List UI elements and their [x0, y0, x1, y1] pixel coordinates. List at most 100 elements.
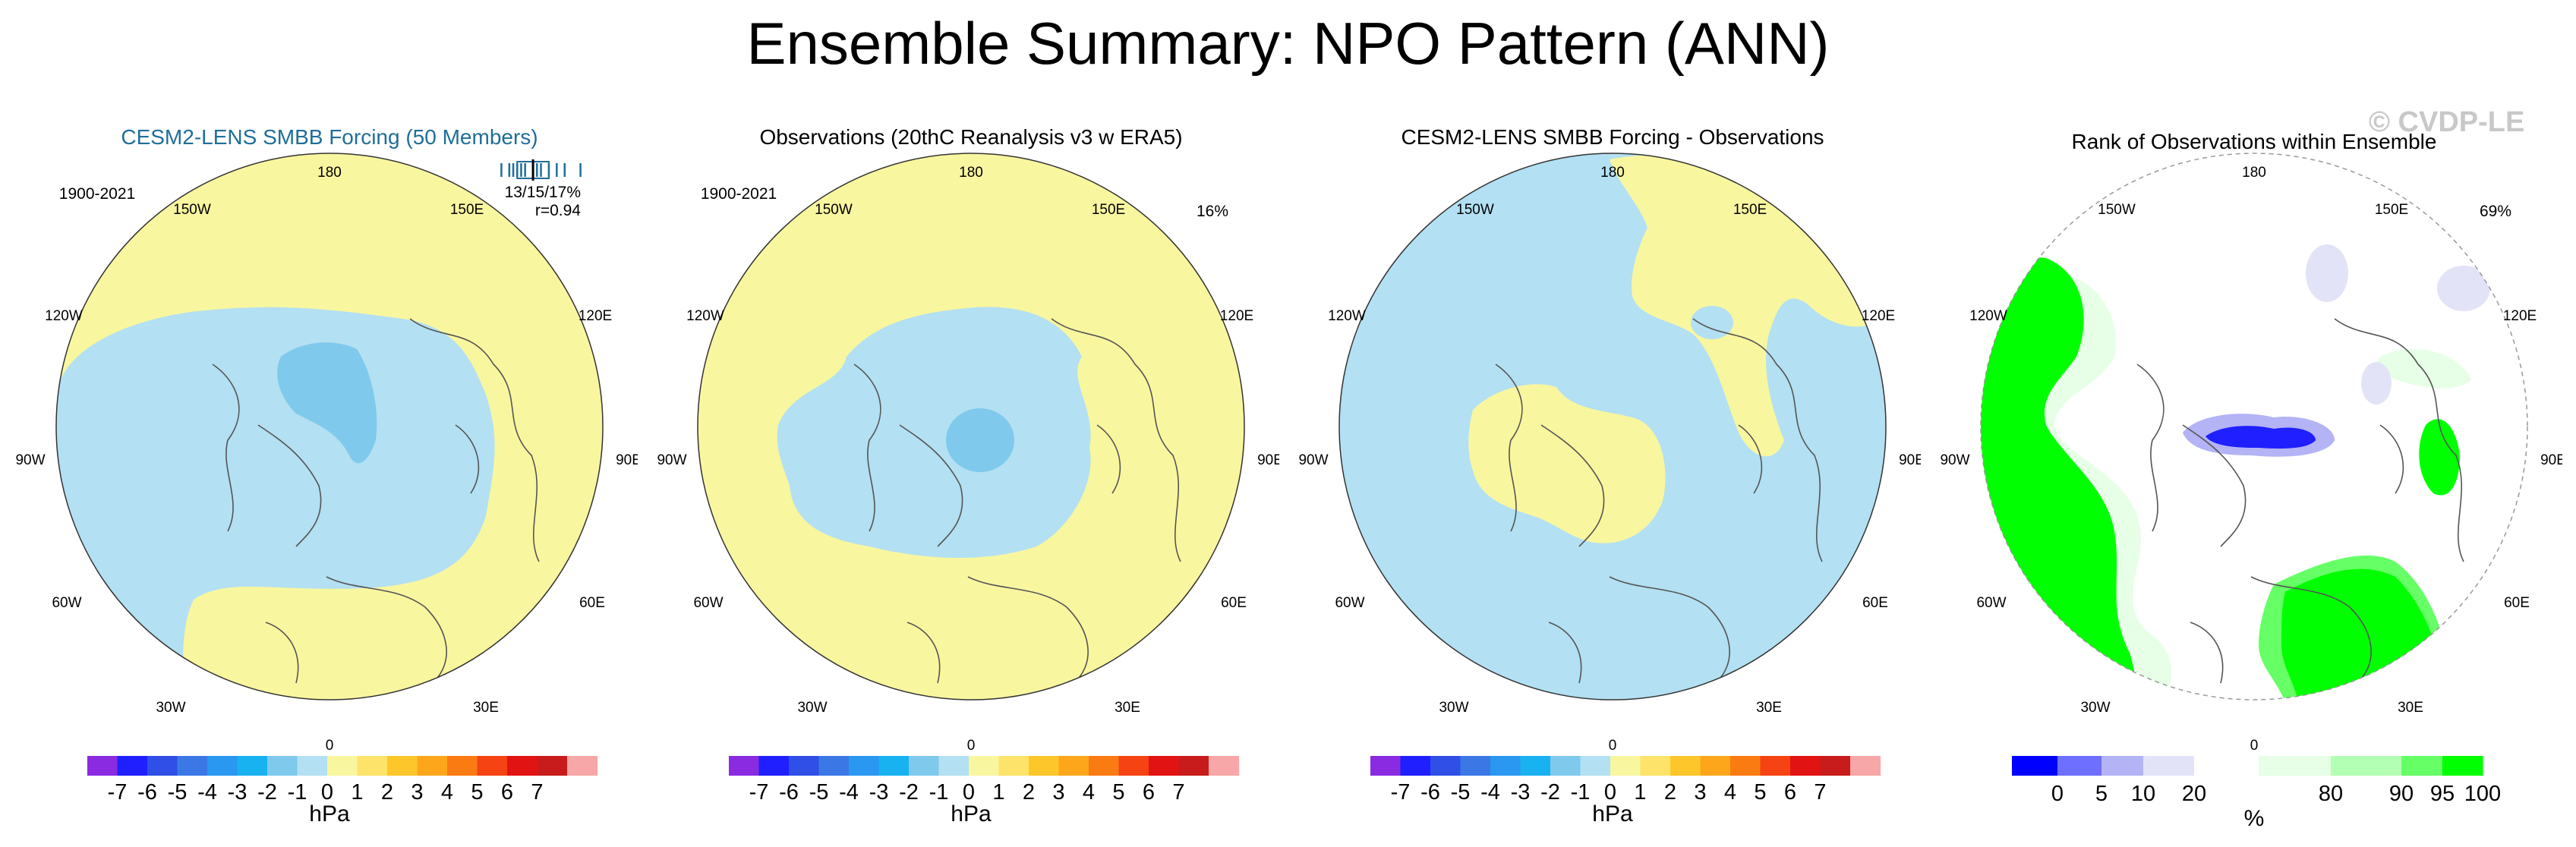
percent-label: 69% — [2480, 203, 2511, 220]
colorbar-tick-label: 6 — [1143, 780, 1155, 804]
period-label: 1900-2021 — [59, 185, 135, 203]
colorbar-tick-label: 0 — [2051, 782, 2064, 806]
positive-area-central — [1468, 384, 1666, 543]
colorbar-swatch — [207, 756, 238, 776]
colorbar-tick-label: 5 — [1112, 780, 1124, 804]
colorbar-tick-label: -5 — [1451, 780, 1471, 804]
map-boundary — [1980, 153, 2528, 701]
lon-label: 120E — [1220, 308, 1253, 324]
colorbar-unit: % — [2244, 806, 2265, 831]
figure-title: Ensemble Summary: NPO Pattern (ANN) — [746, 10, 1830, 77]
colorbar-swatch — [1490, 756, 1521, 776]
colorbar-tick-label: -1 — [288, 780, 307, 804]
colorbar-tick-label: 4 — [441, 780, 453, 804]
negative-core — [946, 408, 1014, 472]
colorbar-tick-label: 5 — [471, 780, 483, 804]
colorbar-swatch — [1149, 756, 1180, 776]
watermark: © CVDP-LE — [2369, 106, 2525, 138]
lon-label: 150E — [2375, 202, 2408, 218]
lon-label: 60E — [2504, 595, 2530, 611]
colorbar-swatch — [417, 756, 448, 776]
colorbar-swatch — [1430, 756, 1461, 776]
map-observations-svg: Observations (20thC Reanalysis v3 w ERA5… — [657, 125, 1279, 827]
lon-label: 150W — [2098, 202, 2136, 218]
period-label: 1900-2021 — [701, 185, 777, 203]
colorbar-unit: hPa — [951, 801, 992, 827]
colorbar-swatch — [849, 756, 880, 776]
percent-label: 16% — [1197, 203, 1228, 220]
colorbar-swatch — [507, 756, 538, 776]
colorbar-tick-label: -4 — [197, 780, 217, 804]
colorbar-swatch — [537, 756, 568, 776]
colorbar-swatch — [447, 756, 478, 776]
rank-0-central — [2206, 426, 2316, 449]
rank-100-east — [2419, 419, 2460, 496]
lon-label: 120W — [686, 308, 724, 324]
panel-model: CESM2-LENS SMBB Forcing (50 Members) 190… — [0, 0, 638, 847]
colorbar-swatch — [2401, 756, 2443, 776]
colorbar-swatch — [357, 756, 388, 776]
map-boundary — [1338, 153, 1887, 701]
colorbar-swatch — [2057, 756, 2102, 776]
lon-label: 0 — [326, 738, 334, 754]
colorbar-tick-label: -3 — [228, 780, 248, 804]
colorbar-tick-label: 2 — [1664, 780, 1676, 804]
colorbar-swatch — [1760, 756, 1791, 776]
rank-20-north — [2306, 244, 2348, 302]
ensemble-strip — [500, 159, 582, 181]
colorbar: 0 5 10 20 80 90 95 100 — [2012, 756, 2501, 806]
colorbar-swatch — [909, 756, 940, 776]
lon-label: 120E — [579, 308, 612, 324]
colorbar-swatch — [1089, 756, 1120, 776]
lon-labels: 180 150W 150E 120W 120E 90W 90E 60W 60E … — [1298, 165, 1921, 754]
colorbar-swatch — [2143, 756, 2195, 776]
colorbar-swatch — [1670, 756, 1701, 776]
colorbar-tick-label: -4 — [839, 780, 859, 804]
colorbar-unit: hPa — [1592, 801, 1633, 827]
rank-20-east — [2361, 362, 2392, 405]
colorbar-tick-label: -2 — [899, 780, 919, 804]
colorbar-swatch — [117, 756, 148, 776]
panel-title: Observations (20thC Reanalysis v3 w ERA5… — [759, 125, 1182, 149]
colorbar-tick-label: -6 — [779, 780, 799, 804]
lon-label: 30E — [1756, 700, 1782, 716]
lon-label: 90W — [657, 452, 686, 468]
map-fill — [1339, 153, 1886, 700]
colorbar-tick-label: 6 — [1784, 780, 1796, 804]
lon-label: 150E — [1092, 202, 1125, 218]
colorbar-swatch — [998, 756, 1029, 776]
colorbar-tick-label: 4 — [1724, 780, 1736, 804]
colorbar-tick-label: 3 — [1052, 780, 1064, 804]
negative-core — [277, 342, 377, 464]
correlation-label: r=0.94 — [535, 202, 581, 219]
colorbar: -7 -6 -5 -4 -3 -2 -1 0 1 2 3 4 5 6 7 — [1370, 756, 1881, 804]
lon-label: 60W — [1335, 595, 1364, 611]
lon-label: 90E — [1899, 452, 1921, 468]
lon-label: 90E — [2540, 452, 2562, 468]
lon-label: 180 — [317, 165, 342, 181]
lon-label: 150W — [1456, 202, 1494, 218]
coastlines — [853, 318, 1181, 700]
colorbar-swatch — [1580, 756, 1611, 776]
lon-label: 30W — [156, 700, 185, 716]
lon-label: 60W — [52, 595, 81, 611]
colorbar-tick-label: 100 — [2464, 782, 2501, 806]
colorbar-swatch — [1400, 756, 1431, 776]
colorbar-swatch — [1460, 756, 1491, 776]
colorbar-tick-label: 3 — [411, 780, 423, 804]
lon-labels: 180 150W 150E 120W 120E 90W 90E 60W 60E … — [657, 165, 1279, 754]
map-fill — [698, 153, 1244, 700]
colorbar-tick-label: 2 — [381, 780, 393, 804]
lon-label: 120E — [1862, 308, 1895, 324]
colorbar-tick-label: -6 — [1420, 780, 1440, 804]
colorbar-tick-label: -3 — [1511, 780, 1531, 804]
colorbar-tick-label: 4 — [1083, 780, 1095, 804]
colorbar-tick-label: 0 — [1604, 780, 1616, 804]
lon-label: 180 — [2242, 165, 2266, 181]
colorbar-tick-label: -3 — [869, 780, 889, 804]
panel-title: CESM2-LENS SMBB Forcing - Observations — [1401, 125, 1824, 149]
colorbar-swatch — [387, 756, 418, 776]
colorbar-tick-label: 95 — [2430, 782, 2455, 806]
colorbar-swatch — [1058, 756, 1089, 776]
colorbar-swatch — [327, 756, 358, 776]
